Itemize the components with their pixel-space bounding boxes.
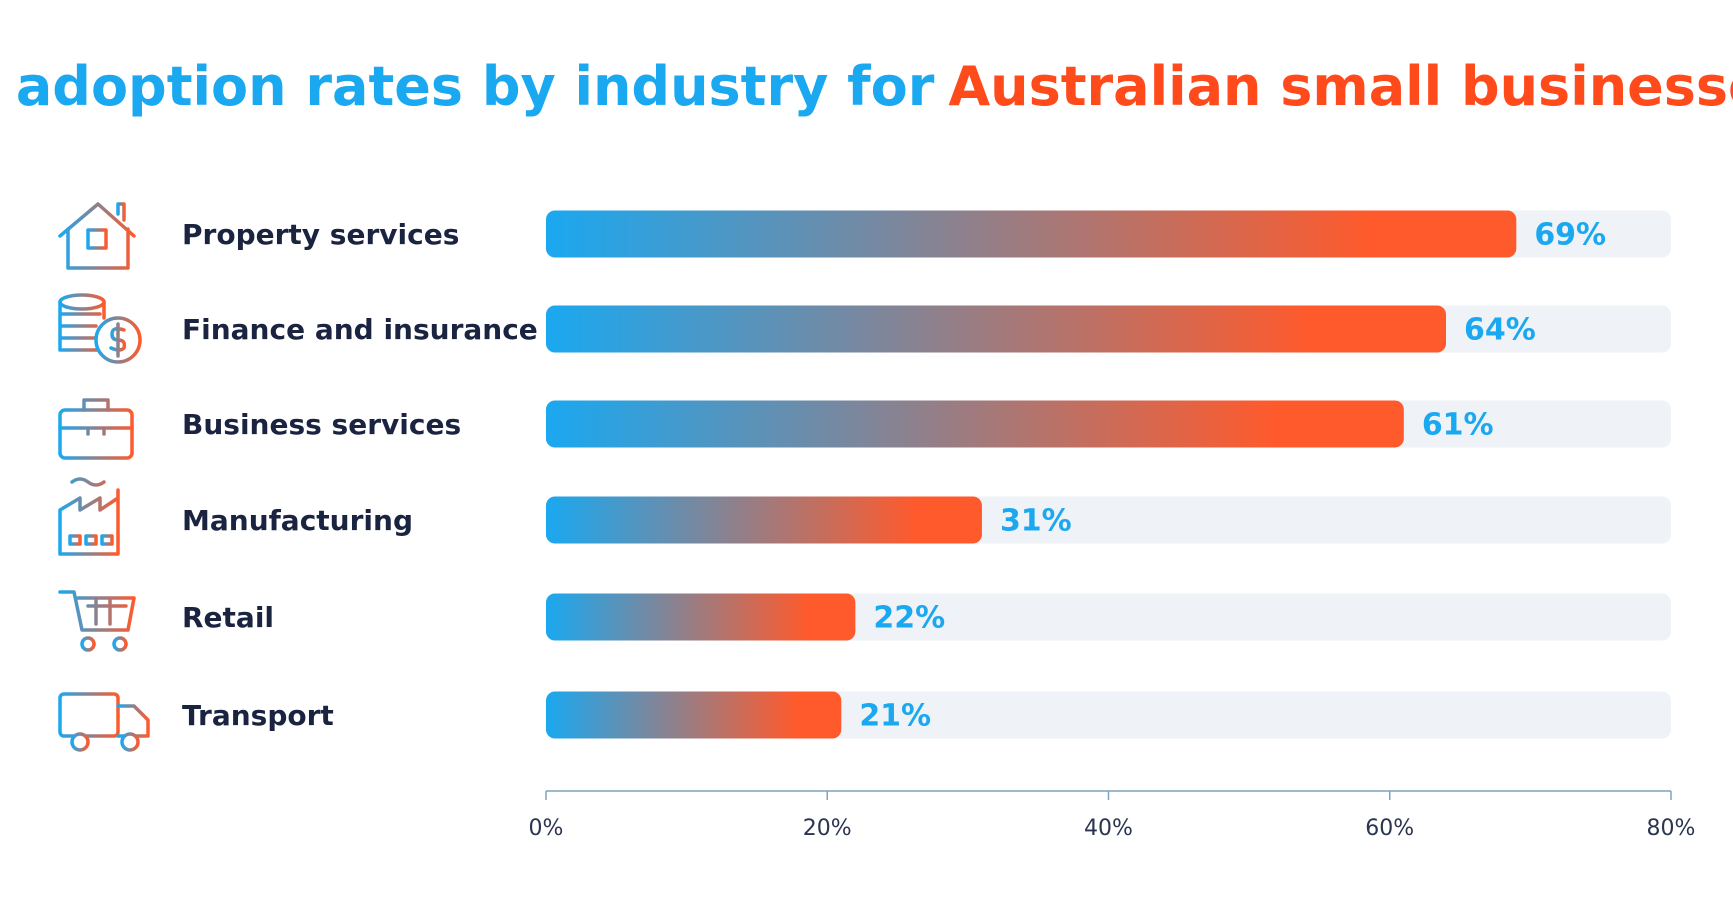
category-label: Retail	[182, 601, 274, 634]
title-part: AI adoption rates by industry for	[0, 55, 935, 118]
bar	[546, 400, 1404, 448]
x-tick-label: 0%	[529, 816, 564, 841]
bar	[546, 496, 982, 544]
truck-icon	[58, 692, 150, 752]
value-label: 69%	[1534, 218, 1606, 253]
factory-icon	[58, 477, 120, 556]
x-tick-label: 40%	[1084, 816, 1133, 841]
value-label: 61%	[1422, 408, 1494, 443]
bar	[546, 305, 1446, 353]
title-highlight: Australian small businesses	[948, 55, 1733, 118]
chart-title: AI adoption rates by industry for Austral…	[0, 55, 1733, 118]
category-label: Property services	[182, 218, 459, 251]
cart-icon	[58, 590, 136, 652]
coins-icon	[58, 293, 142, 364]
house-icon	[58, 202, 136, 270]
briefcase-icon	[58, 398, 134, 460]
bar	[546, 210, 1517, 258]
value-label: 22%	[873, 601, 945, 636]
x-tick-label: 20%	[803, 816, 852, 841]
category-label: Business services	[182, 408, 461, 441]
category-label: Manufacturing	[182, 504, 413, 537]
value-label: 21%	[859, 699, 931, 734]
value-label: 31%	[1000, 504, 1072, 539]
x-tick-label: 60%	[1365, 816, 1414, 841]
x-tick-label: 80%	[1647, 816, 1696, 841]
bar	[546, 691, 842, 739]
category-label: Transport	[182, 699, 334, 732]
category-label: Finance and insurance	[182, 313, 538, 346]
bar	[546, 593, 856, 641]
value-label: 64%	[1464, 313, 1536, 348]
icons	[58, 202, 150, 752]
